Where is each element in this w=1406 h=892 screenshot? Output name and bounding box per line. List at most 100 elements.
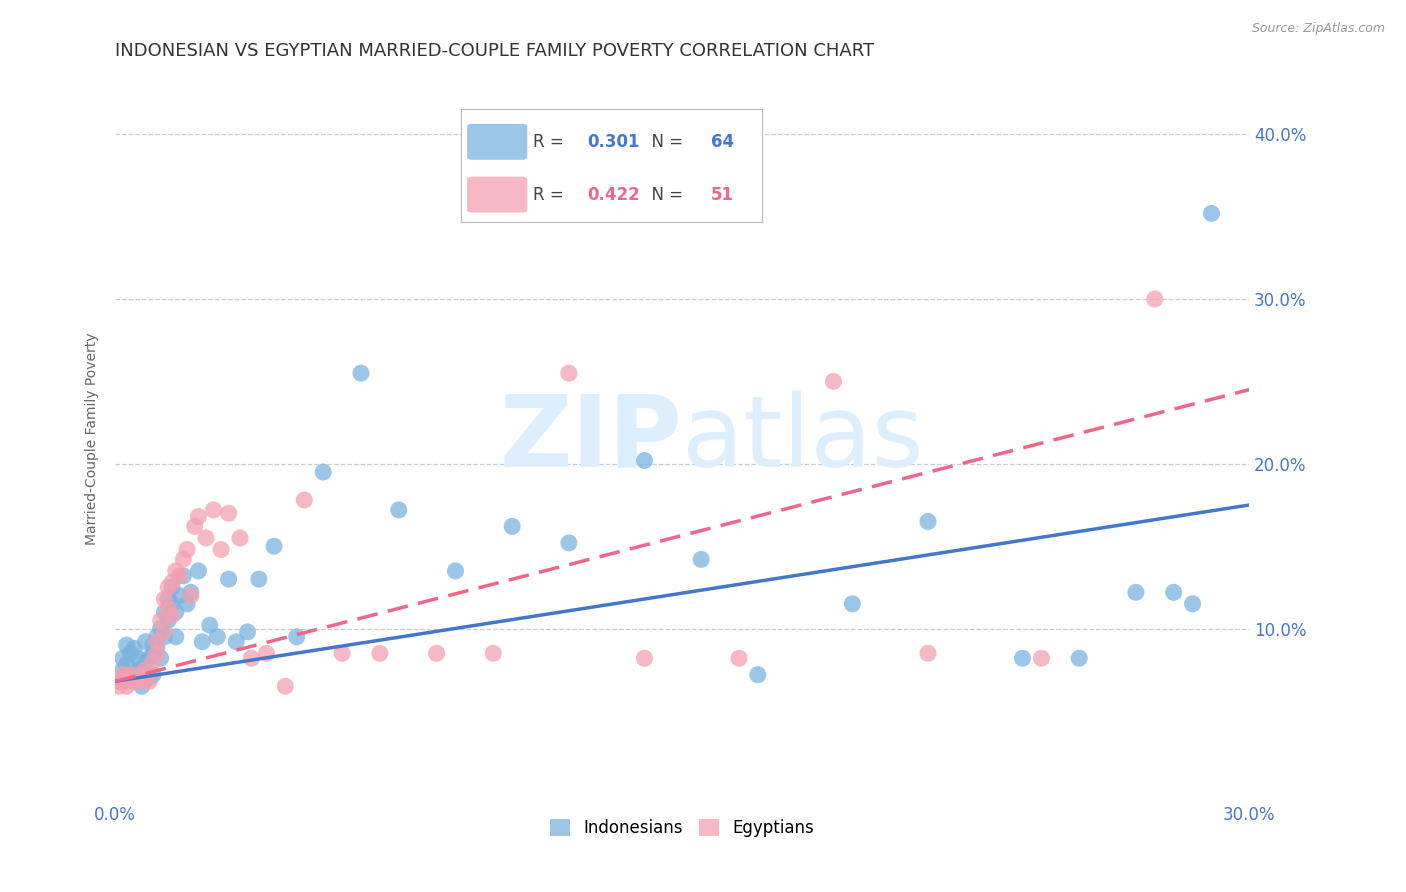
- Point: [115, 638, 138, 652]
- Point: [157, 602, 180, 616]
- Point: [187, 564, 209, 578]
- Point: [160, 608, 183, 623]
- Point: [153, 591, 176, 606]
- Point: [274, 679, 297, 693]
- Point: [285, 630, 308, 644]
- Point: [142, 655, 165, 669]
- Point: [134, 663, 156, 677]
- Point: [191, 634, 214, 648]
- Point: [131, 671, 153, 685]
- Point: [149, 651, 172, 665]
- Point: [187, 509, 209, 524]
- Point: [127, 663, 149, 677]
- Point: [138, 651, 160, 665]
- Point: [1011, 651, 1033, 665]
- Point: [127, 671, 149, 685]
- Point: [728, 651, 751, 665]
- Text: atlas: atlas: [682, 391, 924, 488]
- Point: [115, 674, 138, 689]
- Point: [256, 646, 278, 660]
- Point: [127, 651, 149, 665]
- Point: [149, 613, 172, 627]
- Point: [111, 667, 134, 681]
- Point: [157, 591, 180, 606]
- Point: [180, 589, 202, 603]
- Point: [157, 613, 180, 627]
- Point: [218, 506, 240, 520]
- Point: [146, 646, 169, 660]
- Point: [1181, 597, 1204, 611]
- Point: [108, 674, 131, 689]
- Point: [146, 641, 169, 656]
- Point: [501, 519, 523, 533]
- Point: [134, 655, 156, 669]
- Point: [131, 674, 153, 689]
- Point: [247, 572, 270, 586]
- Point: [388, 503, 411, 517]
- Point: [153, 630, 176, 644]
- Point: [202, 503, 225, 517]
- Point: [172, 552, 194, 566]
- Point: [236, 624, 259, 639]
- Point: [1201, 206, 1223, 220]
- Point: [131, 679, 153, 693]
- Point: [120, 646, 142, 660]
- Point: [169, 589, 191, 603]
- Point: [330, 646, 353, 660]
- Point: [1163, 585, 1185, 599]
- Point: [225, 634, 247, 648]
- Point: [1031, 651, 1053, 665]
- Point: [558, 366, 581, 380]
- Point: [122, 641, 145, 656]
- Point: [195, 531, 218, 545]
- Point: [1069, 651, 1091, 665]
- Point: [229, 531, 252, 545]
- Point: [558, 536, 581, 550]
- Point: [146, 634, 169, 648]
- Point: [153, 605, 176, 619]
- Point: [176, 597, 198, 611]
- Point: [131, 667, 153, 681]
- Point: [263, 539, 285, 553]
- Point: [198, 618, 221, 632]
- Point: [134, 634, 156, 648]
- Y-axis label: Married-Couple Family Poverty: Married-Couple Family Poverty: [86, 333, 100, 545]
- Point: [165, 564, 187, 578]
- Point: [160, 597, 183, 611]
- Point: [115, 679, 138, 693]
- Point: [444, 564, 467, 578]
- Point: [111, 674, 134, 689]
- Point: [1125, 585, 1147, 599]
- Point: [134, 671, 156, 685]
- Point: [747, 667, 769, 681]
- Point: [209, 542, 232, 557]
- Point: [115, 657, 138, 672]
- Point: [142, 646, 165, 660]
- Point: [165, 630, 187, 644]
- Point: [142, 667, 165, 681]
- Point: [633, 651, 655, 665]
- Point: [823, 375, 845, 389]
- Point: [108, 679, 131, 693]
- Point: [111, 651, 134, 665]
- Point: [157, 580, 180, 594]
- Point: [207, 630, 229, 644]
- Point: [841, 597, 863, 611]
- Text: ZIP: ZIP: [499, 391, 682, 488]
- Point: [131, 663, 153, 677]
- Point: [138, 671, 160, 685]
- Point: [917, 515, 939, 529]
- Point: [633, 453, 655, 467]
- Point: [218, 572, 240, 586]
- Point: [138, 674, 160, 689]
- Point: [120, 667, 142, 681]
- Point: [292, 493, 315, 508]
- Point: [176, 542, 198, 557]
- Point: [240, 651, 263, 665]
- Point: [122, 674, 145, 689]
- Point: [917, 646, 939, 660]
- Point: [180, 585, 202, 599]
- Legend: Indonesians, Egyptians: Indonesians, Egyptians: [543, 813, 821, 844]
- Point: [169, 569, 191, 583]
- Text: INDONESIAN VS EGYPTIAN MARRIED-COUPLE FAMILY POVERTY CORRELATION CHART: INDONESIAN VS EGYPTIAN MARRIED-COUPLE FA…: [115, 42, 875, 60]
